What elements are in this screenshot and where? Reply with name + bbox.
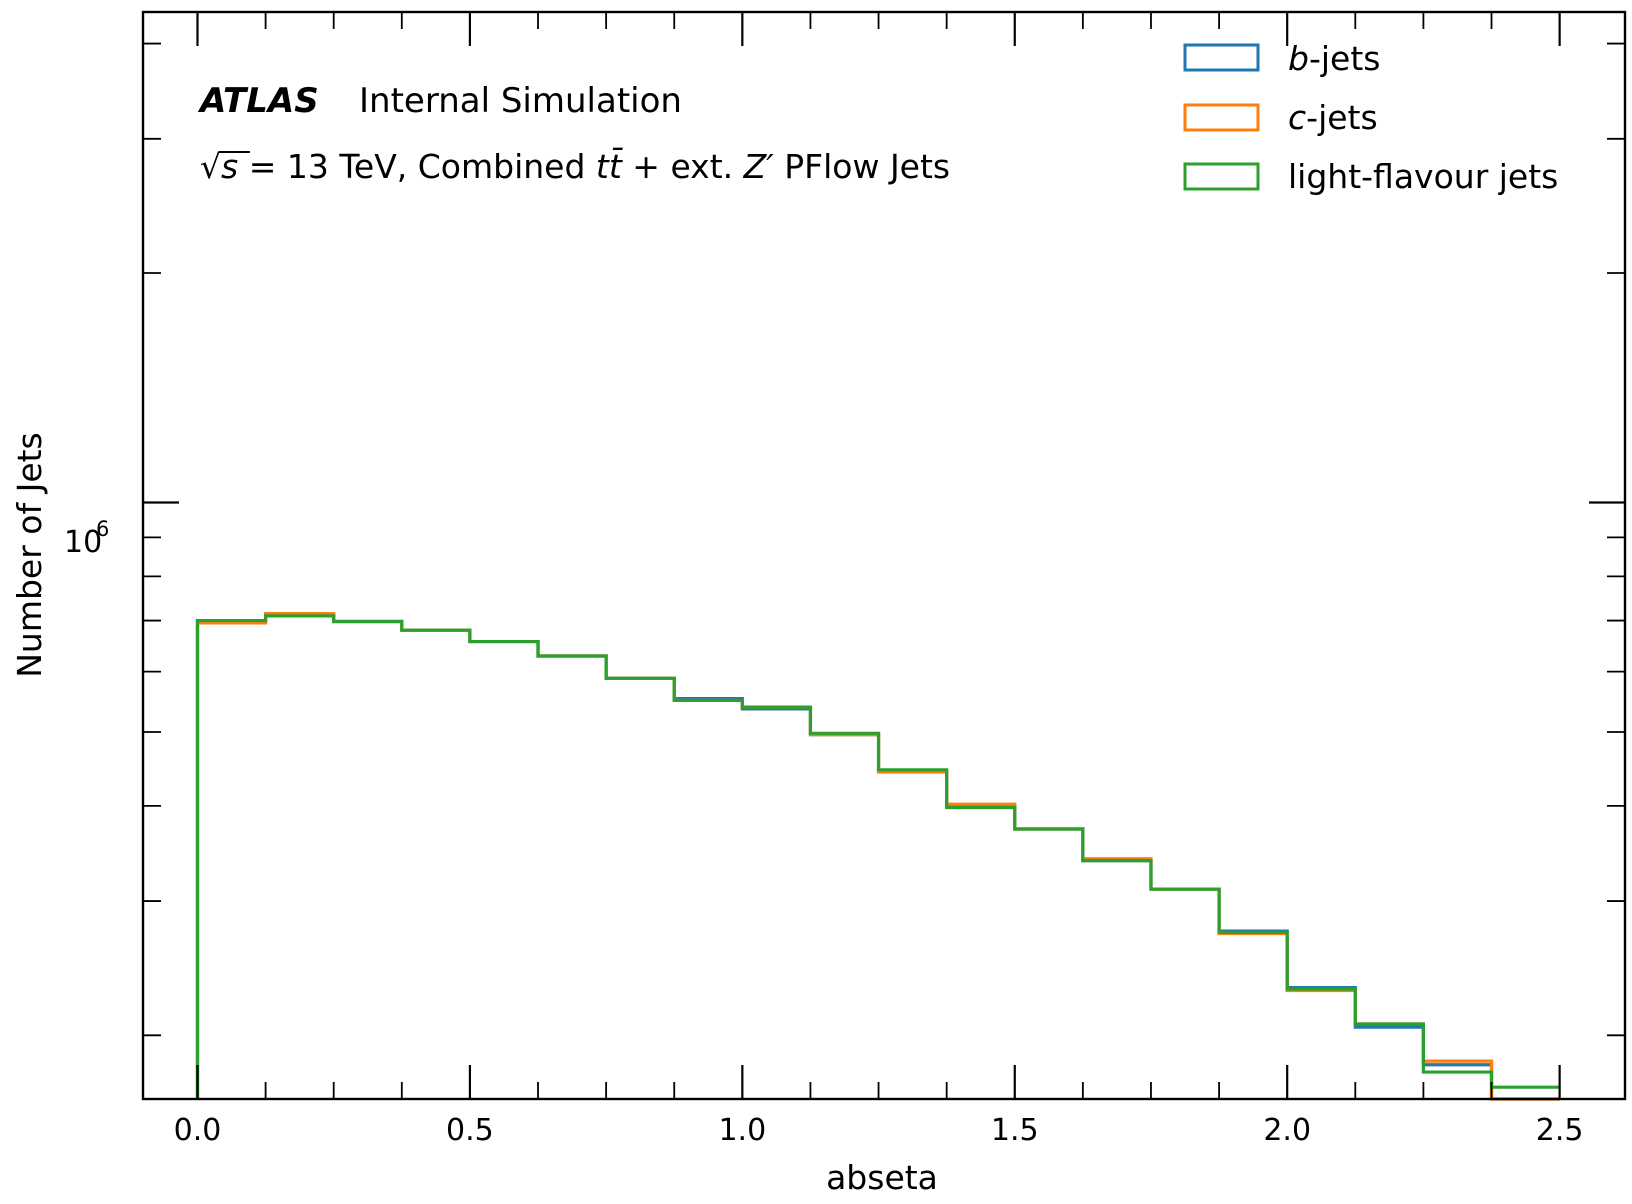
legend-label-b-jets-rest: -jets <box>1309 39 1381 78</box>
subtitle-sqrt: √ <box>200 147 222 186</box>
legend-swatch-b-jets <box>1183 43 1260 72</box>
internal-simulation-label: Internal Simulation <box>359 81 682 121</box>
x-tick-labels: 0.0 0.5 1.0 1.5 2.0 2.5 <box>174 1113 1584 1148</box>
subtitle-rest: = 13 TeV, Combined <box>238 147 596 186</box>
x-tick-label: 2.5 <box>1536 1113 1584 1148</box>
legend-swatch-c-jets <box>1183 103 1260 132</box>
subtitle-tail: PFlow Jets <box>774 147 950 186</box>
legend-label-c-jets-rest: -jets <box>1306 98 1378 137</box>
x-tick-label: 1.5 <box>991 1113 1039 1148</box>
legend-label-c-jets-italic: c <box>1288 98 1306 137</box>
legend-swatch-light-jets <box>1183 162 1260 191</box>
legend-label-b-jets: b-jets <box>1288 39 1380 78</box>
subtitle-plus: + ext. <box>622 147 744 186</box>
series-layer <box>195 611 1560 1101</box>
x-tick-label: 2.0 <box>1263 1113 1311 1148</box>
subtitle-t2: t̄ <box>609 146 624 186</box>
subtitle-zprime: Z′ <box>743 147 775 186</box>
x-tick-label: 0.0 <box>174 1113 222 1148</box>
legend-label-light-jets: light-flavour jets <box>1288 157 1558 196</box>
plot-frame <box>141 10 1627 1101</box>
y-tick-label-exp: 6 <box>96 517 109 541</box>
x-tick-label: 0.5 <box>446 1113 494 1148</box>
x-axis-title: abseta <box>826 1158 938 1197</box>
subtitle-s: s <box>221 147 238 186</box>
y-axis-title: Number of Jets <box>10 432 49 678</box>
legend-label-c-jets: c-jets <box>1288 98 1378 137</box>
legend-label-b-jets-italic: b <box>1288 39 1309 78</box>
series-0-step-line <box>195 613 1560 1101</box>
subtitle: √s = 13 TeV, Combined tt̄ + ext. Z′ PFlo… <box>200 146 950 186</box>
series-2-step-line <box>195 614 1560 1099</box>
subtitle-t1: t <box>596 147 610 186</box>
legend: b-jets c-jets light-flavour jets <box>1183 39 1558 196</box>
atlas-label: ATLAS <box>197 81 319 121</box>
tick-layer <box>143 12 1625 1099</box>
y-tick-label-base: 10 <box>64 525 102 560</box>
x-tick-label: 1.0 <box>718 1113 766 1148</box>
